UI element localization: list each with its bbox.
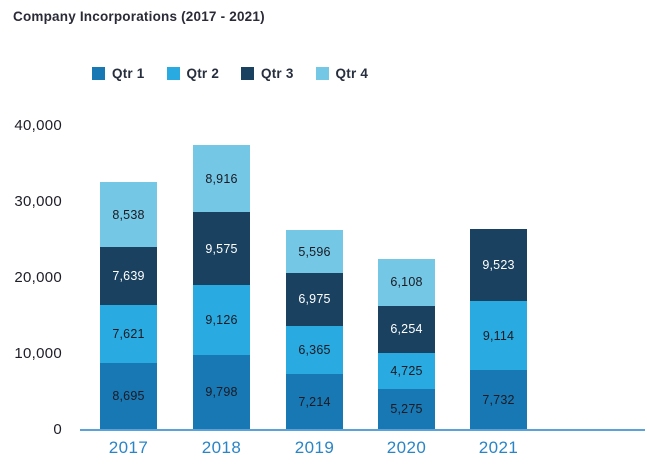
bar-segment-2018-qtr-4: 8,916 <box>193 144 250 213</box>
legend-item-qtr-2: Qtr 2 <box>166 66 220 81</box>
bar-segment-2021-qtr-2: 9,114 <box>470 300 527 371</box>
bar-segment-value-label: 8,538 <box>112 207 145 222</box>
legend-item-qtr-1: Qtr 1 <box>92 66 145 81</box>
bar-segment-2021-qtr-3: 9,523 <box>470 228 527 301</box>
stacked-bar-2017: 8,695 7,621 7,639 8,538 <box>100 182 157 429</box>
stacked-bar-2021: 7,732 9,114 9,523 <box>470 228 527 429</box>
x-axis-label-2021: 2021 <box>478 438 519 457</box>
bar-segment-value-label: 7,621 <box>112 326 145 341</box>
y-axis-tick-label: 40,000 <box>14 117 62 134</box>
bar-segment-value-label: 9,523 <box>482 257 515 272</box>
bar-segment-2019-qtr-4: 5,596 <box>286 230 343 273</box>
bar-segment-2017-qtr-1: 8,695 <box>100 362 157 429</box>
bar-segment-value-label: 7,639 <box>112 268 145 283</box>
legend-label: Qtr 3 <box>261 66 294 81</box>
bar-segment-2019-qtr-2: 6,365 <box>286 325 343 375</box>
x-axis-label-2018: 2018 <box>201 438 242 457</box>
bar-segment-value-label: 9,114 <box>482 328 515 343</box>
stacked-bar-2019: 7,214 6,365 6,975 5,596 <box>286 230 343 429</box>
x-axis-label-2020: 2020 <box>386 438 427 457</box>
bar-segment-value-label: 6,365 <box>298 343 331 357</box>
x-axis-label-2019: 2019 <box>294 438 335 457</box>
bar-segment-value-label: 8,695 <box>112 388 145 403</box>
bar-segment-value-label: 7,732 <box>482 392 515 407</box>
bar-segment-value-label: 7,214 <box>298 394 331 409</box>
legend-swatch-icon <box>315 67 329 80</box>
legend-label: Qtr 1 <box>112 66 145 81</box>
legend-swatch-icon <box>166 67 180 80</box>
y-axis-tick-label: 0 <box>53 421 62 438</box>
chart-legend: Qtr 1 Qtr 2 Qtr 3 Qtr 4 <box>92 66 368 81</box>
bar-segment-value-label: 5,596 <box>298 244 331 259</box>
bar-segment-2018-qtr-1: 9,798 <box>193 354 250 429</box>
legend-item-qtr-3: Qtr 3 <box>241 66 294 81</box>
x-axis-baseline <box>80 429 645 431</box>
legend-label: Qtr 2 <box>186 66 220 81</box>
y-axis-tick-label: 30,000 <box>14 193 62 210</box>
y-axis-tick-label: 20,000 <box>14 269 62 286</box>
bar-segment-2018-qtr-3: 9,575 <box>193 212 250 286</box>
bar-segment-value-label: 5,275 <box>390 401 423 416</box>
bar-segment-value-label: 4,725 <box>390 363 423 378</box>
bar-segment-2019-qtr-3: 6,975 <box>286 272 343 326</box>
x-axis-label-2017: 2017 <box>108 438 149 457</box>
bar-segment-2019-qtr-1: 7,214 <box>286 374 343 429</box>
stacked-bar-2018: 9,798 9,126 9,575 8,916 <box>193 144 250 429</box>
bar-segment-2017-qtr-2: 7,621 <box>100 305 157 363</box>
bar-segment-value-label: 6,254 <box>390 322 423 337</box>
bar-segment-2017-qtr-4: 8,538 <box>100 182 157 247</box>
bar-segment-2020-qtr-4: 6,108 <box>378 259 435 306</box>
bar-segment-value-label: 6,108 <box>390 275 423 290</box>
chart-title: Company Incorporations (2017 - 2021) <box>13 9 265 24</box>
bar-segment-value-label: 9,798 <box>205 384 238 399</box>
legend-swatch-icon <box>92 67 105 80</box>
bar-segment-2018-qtr-2: 9,126 <box>193 285 250 355</box>
bar-segment-2020-qtr-1: 5,275 <box>378 388 435 429</box>
stacked-bar-2020: 5,275 4,725 6,254 6,108 <box>378 259 435 429</box>
legend-item-qtr-4: Qtr 4 <box>315 66 369 81</box>
bar-segment-value-label: 9,126 <box>205 312 238 327</box>
bar-segment-2021-qtr-1: 7,732 <box>470 370 527 429</box>
bar-segment-2020-qtr-2: 4,725 <box>378 353 435 389</box>
legend-swatch-icon <box>241 67 255 80</box>
bar-segment-2017-qtr-3: 7,639 <box>100 246 157 306</box>
legend-label: Qtr 4 <box>335 66 369 81</box>
bar-segment-value-label: 8,916 <box>205 171 238 186</box>
bar-segment-value-label: 6,975 <box>298 292 331 307</box>
bar-segment-2020-qtr-3: 6,254 <box>378 305 435 354</box>
bar-segment-value-label: 9,575 <box>205 241 238 256</box>
y-axis-tick-label: 10,000 <box>14 345 62 362</box>
